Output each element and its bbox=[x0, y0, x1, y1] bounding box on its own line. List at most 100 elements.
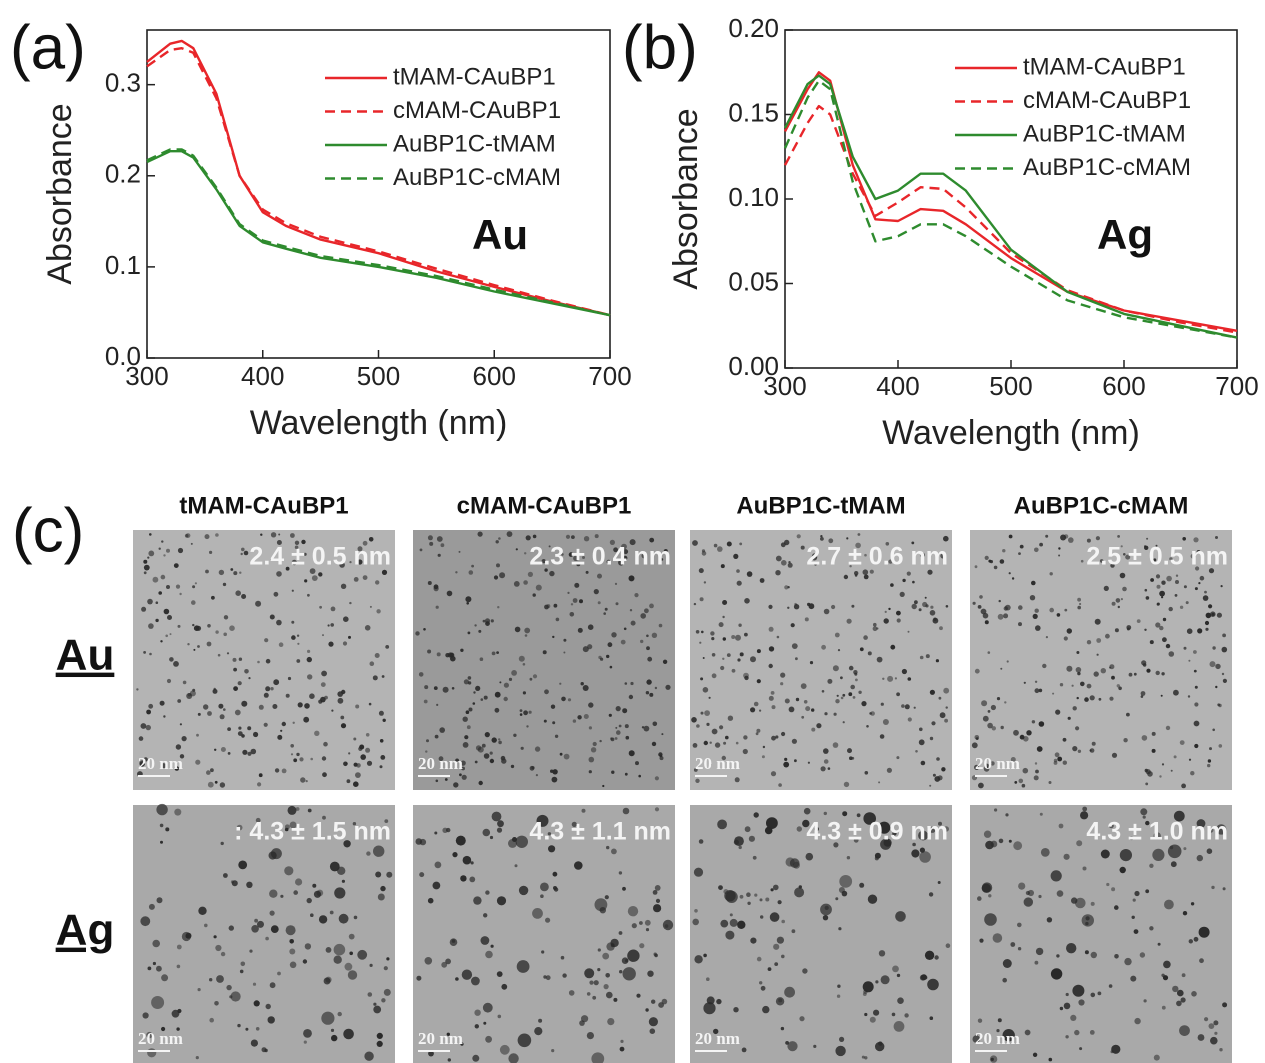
particle bbox=[1182, 537, 1186, 541]
particle bbox=[592, 995, 597, 1000]
particle bbox=[466, 725, 471, 730]
particle bbox=[1159, 775, 1162, 778]
particle bbox=[427, 649, 432, 654]
particle bbox=[768, 626, 774, 632]
particle bbox=[606, 991, 613, 999]
particle bbox=[722, 637, 726, 641]
particle bbox=[1031, 720, 1036, 724]
particle bbox=[489, 751, 493, 755]
particle bbox=[915, 750, 918, 753]
particle bbox=[498, 537, 501, 540]
particle bbox=[301, 539, 306, 545]
particle bbox=[775, 735, 779, 739]
particle bbox=[1058, 554, 1061, 557]
particle bbox=[273, 679, 280, 686]
particle bbox=[559, 752, 563, 756]
particle bbox=[383, 988, 391, 996]
x-tick-label: 400 bbox=[241, 361, 284, 391]
particle bbox=[571, 535, 575, 539]
particle bbox=[1035, 625, 1041, 631]
particle bbox=[906, 571, 911, 576]
particle bbox=[800, 545, 805, 550]
particle bbox=[296, 752, 300, 757]
particle bbox=[662, 659, 668, 664]
particle bbox=[376, 1032, 383, 1039]
particle bbox=[1194, 587, 1198, 591]
particle bbox=[756, 679, 761, 684]
particle bbox=[1034, 960, 1039, 965]
particle bbox=[977, 896, 982, 901]
particle bbox=[253, 1000, 260, 1007]
particle bbox=[788, 561, 791, 564]
particle bbox=[236, 824, 243, 831]
particle bbox=[665, 684, 671, 690]
particle bbox=[304, 579, 308, 583]
particle bbox=[263, 692, 269, 698]
particle bbox=[289, 939, 295, 944]
particle bbox=[794, 759, 797, 763]
particle bbox=[694, 955, 703, 964]
particle bbox=[588, 770, 592, 774]
particle bbox=[652, 890, 658, 895]
particle bbox=[583, 536, 590, 542]
particle bbox=[482, 828, 491, 837]
particle bbox=[273, 591, 279, 597]
particle bbox=[215, 630, 219, 634]
particle bbox=[523, 580, 528, 585]
particle bbox=[1002, 959, 1012, 968]
particle bbox=[343, 761, 348, 767]
particle bbox=[193, 625, 200, 631]
particle bbox=[159, 700, 165, 706]
particle bbox=[1063, 636, 1068, 641]
particle bbox=[1220, 585, 1223, 588]
particle bbox=[1072, 706, 1077, 711]
particle bbox=[544, 604, 549, 610]
particle bbox=[929, 826, 936, 833]
particle bbox=[1056, 890, 1064, 897]
particle bbox=[568, 552, 574, 557]
particle bbox=[896, 618, 901, 623]
particle bbox=[802, 968, 808, 974]
particle bbox=[602, 784, 605, 788]
particle bbox=[859, 882, 865, 888]
particle bbox=[1089, 748, 1095, 753]
particle bbox=[307, 808, 312, 813]
particle bbox=[1003, 613, 1009, 619]
particle bbox=[497, 1014, 502, 1019]
particle bbox=[281, 721, 286, 727]
particle bbox=[1163, 960, 1171, 969]
particle bbox=[938, 821, 942, 826]
particle bbox=[551, 1049, 555, 1053]
particle bbox=[1013, 841, 1023, 851]
particle bbox=[1212, 728, 1215, 732]
particle bbox=[316, 889, 324, 897]
particle bbox=[1063, 534, 1069, 539]
particle bbox=[446, 590, 453, 597]
particle bbox=[280, 729, 283, 732]
particle bbox=[187, 693, 192, 697]
x-tick-label: 300 bbox=[125, 361, 168, 391]
particle bbox=[1173, 689, 1179, 696]
y-tick-label: 0.0 bbox=[105, 341, 141, 371]
particle bbox=[353, 737, 357, 741]
particle bbox=[381, 569, 388, 576]
particle bbox=[163, 715, 166, 718]
particle bbox=[755, 732, 759, 736]
particle bbox=[1161, 1005, 1166, 1010]
y-tick-label: 0.1 bbox=[105, 250, 141, 280]
particle bbox=[981, 882, 993, 893]
particle bbox=[209, 550, 213, 555]
particle bbox=[717, 546, 723, 552]
particle bbox=[272, 704, 278, 709]
particle bbox=[627, 906, 639, 917]
particle bbox=[165, 827, 170, 832]
particle bbox=[869, 1016, 876, 1023]
particle bbox=[711, 637, 715, 641]
particle bbox=[606, 845, 610, 850]
particle bbox=[784, 986, 795, 998]
particle bbox=[510, 764, 515, 769]
particle bbox=[1140, 695, 1144, 698]
particle bbox=[548, 545, 551, 548]
particle bbox=[445, 958, 451, 965]
particle bbox=[594, 534, 599, 539]
